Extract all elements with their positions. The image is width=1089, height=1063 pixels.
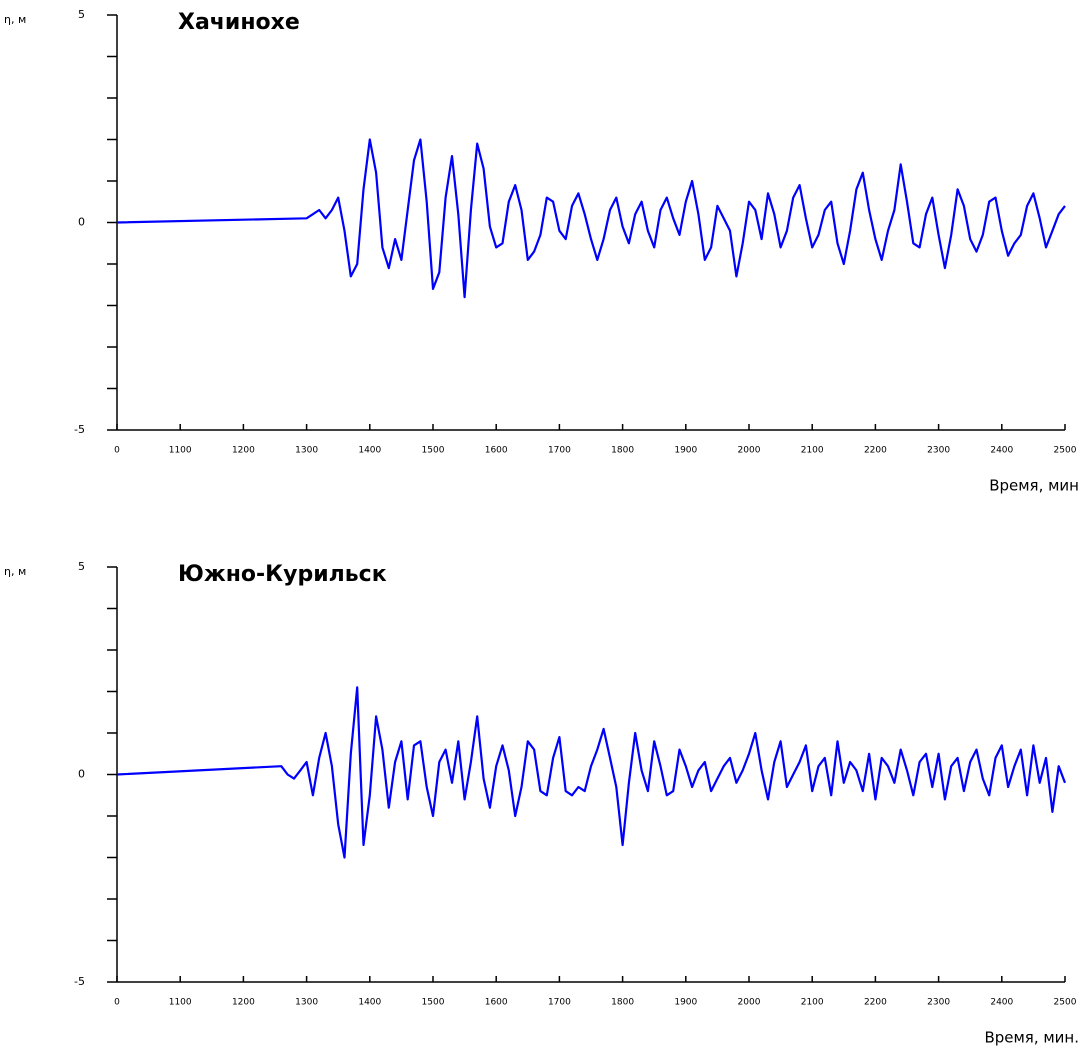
x-tick-label: 1500 bbox=[422, 998, 445, 1008]
x-tick-label: 1200 bbox=[232, 998, 255, 1008]
x-tick-label: 2200 bbox=[864, 446, 887, 456]
y-axis-label: η, м bbox=[4, 565, 26, 578]
x-tick-label: 1400 bbox=[358, 446, 381, 456]
x-tick-label: 2500 bbox=[1054, 446, 1077, 456]
x-tick-label: 1100 bbox=[169, 446, 192, 456]
x-tick-label: 2300 bbox=[927, 998, 950, 1008]
x-tick-label: 2400 bbox=[990, 998, 1013, 1008]
y-tick-label: -5 bbox=[74, 975, 85, 988]
x-tick-label: 1900 bbox=[674, 446, 697, 456]
x-tick-label: 1900 bbox=[674, 998, 697, 1008]
x-tick-label: 1400 bbox=[358, 998, 381, 1008]
x-tick-label: 2100 bbox=[801, 998, 824, 1008]
y-tick-label: 5 bbox=[78, 8, 85, 21]
x-tick-label: 2500 bbox=[1054, 998, 1077, 1008]
x-tick-label: 1300 bbox=[295, 998, 318, 1008]
x-tick-label: 2100 bbox=[801, 446, 824, 456]
x-tick-label: 2200 bbox=[864, 998, 887, 1008]
x-tick-label: 2000 bbox=[738, 998, 761, 1008]
x-tick-label: 2400 bbox=[990, 446, 1013, 456]
x-tick-label: 0 bbox=[114, 998, 120, 1008]
y-tick-label: 0 bbox=[78, 216, 85, 229]
x-tick-label: 1100 bbox=[169, 998, 192, 1008]
x-axis-label: Время, мин. bbox=[984, 1029, 1079, 1047]
x-tick-label: 1600 bbox=[485, 998, 508, 1008]
x-tick-label: 1700 bbox=[548, 998, 571, 1008]
y-tick-label: -5 bbox=[74, 423, 85, 436]
x-tick-label: 2300 bbox=[927, 446, 950, 456]
chart-title: Хачинохе bbox=[178, 10, 300, 35]
y-tick-label: 5 bbox=[78, 560, 85, 573]
x-axis-label: Время, мин bbox=[989, 477, 1079, 495]
x-tick-label: 1500 bbox=[422, 446, 445, 456]
x-tick-label: 1800 bbox=[611, 446, 634, 456]
x-tick-label: 2000 bbox=[738, 446, 761, 456]
x-tick-label: 1300 bbox=[295, 446, 318, 456]
x-tick-label: 0 bbox=[114, 446, 120, 456]
data-line bbox=[116, 686, 1067, 859]
x-tick-label: 1200 bbox=[232, 446, 255, 456]
x-tick-label: 1600 bbox=[485, 446, 508, 456]
y-axis-label: η, м bbox=[4, 13, 26, 26]
chart-title: Южно-Курильск bbox=[178, 562, 387, 587]
y-tick-label: 0 bbox=[78, 768, 85, 781]
x-tick-label: 1800 bbox=[611, 998, 634, 1008]
data-line bbox=[116, 138, 1066, 299]
x-tick-label: 1700 bbox=[548, 446, 571, 456]
